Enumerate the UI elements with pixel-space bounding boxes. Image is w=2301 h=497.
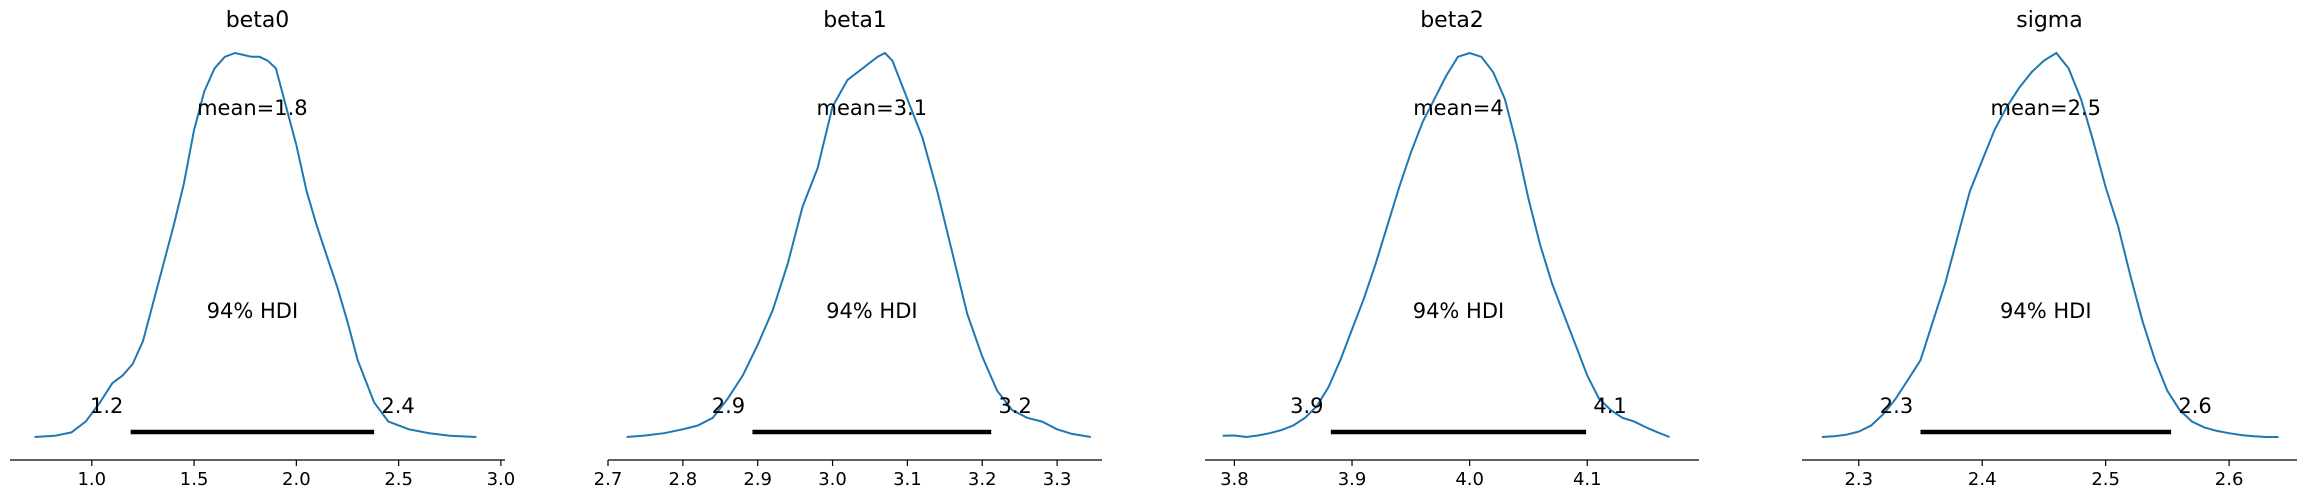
x-tick-label: 3.0 bbox=[818, 469, 847, 490]
hdi-label: 94% HDI bbox=[826, 299, 918, 323]
panel-beta1: 2.7 2.8 2.9 3.0 3.1 3.2 3.3 beta1 mean=3.1 94% HD… bbox=[594, 8, 1102, 490]
x-tick-label: 1.5 bbox=[180, 469, 209, 490]
mean-label: mean=1.8 bbox=[197, 96, 308, 120]
x-tick-label: 3.8 bbox=[1220, 469, 1249, 490]
hdi-high-label: 4.1 bbox=[1593, 394, 1626, 418]
panel-title: sigma bbox=[2016, 8, 2082, 33]
hdi-low-label: 1.2 bbox=[90, 394, 123, 418]
x-tick-label: 2.9 bbox=[743, 469, 772, 490]
x-tick-label: 3.0 bbox=[487, 469, 516, 490]
x-tick-label: 2.4 bbox=[1968, 469, 1997, 490]
x-tick-label: 2.5 bbox=[2091, 469, 2120, 490]
hdi-high-label: 3.2 bbox=[999, 394, 1032, 418]
mean-label: mean=2.5 bbox=[1991, 96, 2102, 120]
x-tick-label: 2.8 bbox=[669, 469, 698, 490]
hdi-low-label: 2.3 bbox=[1880, 394, 1913, 418]
panel-beta2: 3.8 3.9 4.0 4.1 beta2 mean=4 94% HDI 3.9 4.1 bbox=[1205, 8, 1699, 490]
x-tick-label: 2.3 bbox=[1844, 469, 1873, 490]
panel-title: beta2 bbox=[1420, 8, 1484, 33]
x-tick-label: 4.0 bbox=[1455, 469, 1484, 490]
x-tick-label: 2.0 bbox=[282, 469, 311, 490]
x-tick-label: 3.2 bbox=[968, 469, 997, 490]
mean-label: mean=4 bbox=[1413, 96, 1504, 120]
panel-sigma: 2.3 2.4 2.5 2.6 sigma mean=2.5 94% HDI 2.3 2.6 bbox=[1802, 8, 2297, 490]
hdi-label: 94% HDI bbox=[1413, 299, 1505, 323]
panel-title: beta1 bbox=[823, 8, 887, 33]
hdi-label: 94% HDI bbox=[207, 299, 299, 323]
hdi-high-label: 2.6 bbox=[2178, 394, 2211, 418]
x-tick-label: 4.1 bbox=[1573, 469, 1602, 490]
density-curve bbox=[1821, 51, 2279, 438]
x-tick-label: 3.3 bbox=[1043, 469, 1072, 490]
density-curve bbox=[626, 51, 1091, 438]
x-tick-label: 2.5 bbox=[384, 469, 413, 490]
x-tick-label: 3.1 bbox=[893, 469, 922, 490]
x-tick-label: 2.7 bbox=[594, 469, 623, 490]
x-tick-label: 3.9 bbox=[1338, 469, 1367, 490]
hdi-label: 94% HDI bbox=[2000, 299, 2092, 323]
mean-label: mean=3.1 bbox=[817, 96, 928, 120]
hdi-low-label: 3.9 bbox=[1290, 394, 1323, 418]
x-tick-label: 1.0 bbox=[77, 469, 106, 490]
density-curve bbox=[1222, 51, 1670, 439]
panel-title: beta0 bbox=[226, 8, 290, 33]
hdi-low-label: 2.9 bbox=[712, 394, 745, 418]
panel-beta0: 1.0 1.5 2.0 2.5 3.0 beta0 mean=1.8 94% HDI 1.2 2.… bbox=[10, 8, 515, 490]
density-curve bbox=[34, 51, 477, 438]
x-tick-label: 2.6 bbox=[2215, 469, 2244, 490]
hdi-high-label: 2.4 bbox=[381, 394, 414, 418]
